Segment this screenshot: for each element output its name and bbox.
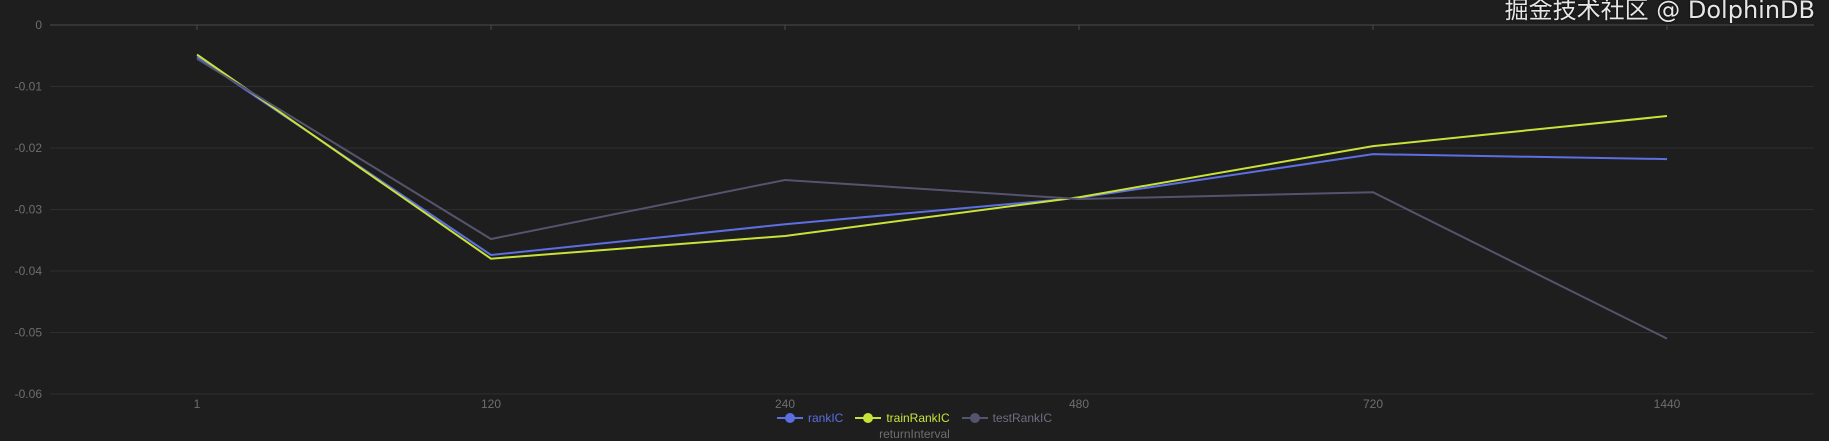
legend: rankIC trainRankIC testRankIC bbox=[0, 411, 1829, 425]
legend-marker-icon bbox=[855, 413, 882, 423]
x-tick-label: 120 bbox=[481, 397, 501, 411]
y-tick-label: -0.05 bbox=[15, 326, 43, 340]
watermark: 掘金技术社区 @ DolphinDB bbox=[1504, 0, 1815, 24]
y-tick-label: -0.03 bbox=[15, 203, 43, 217]
series-line-rankIC bbox=[196, 56, 1668, 257]
y-tick-label: -0.04 bbox=[15, 264, 43, 278]
legend-marker-icon bbox=[776, 413, 803, 423]
legend-item-trainRankIC[interactable]: trainRankIC bbox=[855, 411, 950, 425]
series-line-trainRankIC bbox=[196, 53, 1668, 260]
legend-item-testRankIC[interactable]: testRankIC bbox=[961, 411, 1053, 425]
y-tick-label: -0.01 bbox=[15, 80, 43, 94]
x-tick-label: 1440 bbox=[1654, 397, 1681, 411]
x-tick-label: 720 bbox=[1363, 397, 1383, 411]
series-line-testRankIC bbox=[196, 57, 1668, 340]
legend-label: trainRankIC bbox=[886, 411, 950, 425]
y-tick-label: -0.06 bbox=[15, 387, 43, 401]
x-axis-name: returnInterval bbox=[879, 427, 950, 441]
y-tick-label: -0.02 bbox=[15, 141, 43, 155]
legend-label: rankIC bbox=[807, 411, 844, 425]
legend-marker-icon bbox=[961, 413, 988, 423]
x-tick-label: 240 bbox=[775, 397, 795, 411]
legend-item-rankIC[interactable]: rankIC bbox=[776, 411, 844, 425]
legend-label: testRankIC bbox=[992, 411, 1053, 425]
x-tick-label: 480 bbox=[1069, 397, 1089, 411]
x-tick-label: 1 bbox=[194, 397, 201, 411]
y-tick-label: 0 bbox=[35, 18, 42, 32]
